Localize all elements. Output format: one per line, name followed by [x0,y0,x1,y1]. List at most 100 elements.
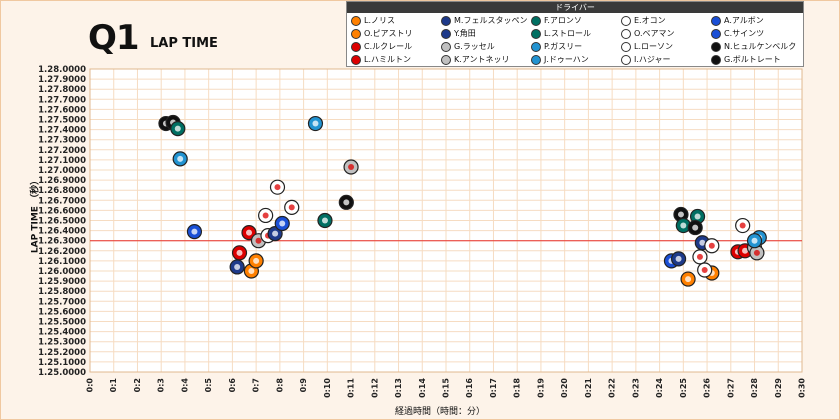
data-point [697,262,713,278]
y-tick-label: 1.27.4000 [38,126,86,136]
y-tick-label: 1.27.2000 [38,146,86,156]
legend-label: P.ガスリー [544,42,583,51]
y-tick-labels: 1.25.00001.25.10001.25.20001.25.30001.25… [38,65,86,378]
data-point [250,233,267,249]
legend-label: J.ドゥーハン [544,55,589,64]
point-inner [288,204,295,211]
point-inner [253,257,260,264]
point-inner [694,213,701,220]
y-tick-label: 1.25.9000 [38,277,86,287]
legend-item: I.ハジャー [621,53,711,66]
data-point [692,249,708,265]
legend-item: N.ヒュルケンベルク [711,40,801,53]
legend-label: L.ハミルトン [364,55,411,64]
point-inner [677,211,684,218]
legend-item: G.ラッセル [441,40,531,53]
y-tick-label: 1.27.9000 [38,75,86,85]
legend-label: Y.角田 [454,29,476,38]
y-tick-label: 1.26.2000 [38,247,86,257]
legend-label: C.ルクレール [364,42,413,51]
data-points [158,114,767,287]
point-inner [234,263,241,270]
legend-item: Y.角田 [441,27,531,40]
point-inner [680,222,687,229]
legend-item: O.ピアストリ [351,27,441,40]
sauber-icon [711,41,721,52]
data-point [231,245,248,261]
point-inner [753,249,760,256]
racingbulls-icon [621,41,631,52]
x-tick-label: 0:3 [157,378,166,392]
page-subtitle: LAP TIME [150,36,218,51]
point-inner [708,242,715,249]
point-inner [343,199,350,206]
data-point [704,238,720,254]
legend-label: N.ヒュルケンベルク [724,42,797,51]
haas-icon [621,15,631,26]
x-tick-label: 0:19 [536,378,545,398]
data-point [307,115,324,132]
plot-border [89,68,803,373]
y-tick-label: 1.26.7000 [38,196,86,206]
point-inner [701,266,708,273]
x-tick-label: 0:11 [347,378,356,398]
x-tick-label: 0:12 [370,378,379,398]
y-tick-label: 1.25.7000 [38,297,86,307]
legend-label: I.ハジャー [634,55,671,64]
data-point [274,215,290,232]
x-tick-label: 0:1 [109,378,118,393]
point-inner [191,228,198,235]
y-tick-label: 1.26.3000 [38,237,86,247]
legend-item: J.ドゥーハン [531,53,621,66]
x-tick-label: 0:18 [513,378,522,398]
point-inner [255,237,262,244]
y-tick-label: 1.27.3000 [38,136,86,146]
legend-label: F.アロンソ [544,16,582,25]
legend-label: L.ローソン [634,42,673,51]
legend-label: L.ストロール [544,29,591,38]
data-point [749,245,765,261]
y-tick-label: 1.27.1000 [38,156,86,166]
x-tick-label: 0:0 [86,378,95,393]
data-point [229,259,245,275]
y-tick-label: 1.25.5000 [38,318,86,328]
alpine-icon [531,54,541,65]
legend-item: K.アントネッリ [441,53,531,66]
legend-item: P.ガスリー [531,40,621,53]
y-tick-label: 1.26.4000 [38,227,86,237]
data-point [343,159,359,175]
x-tick-label: 0:10 [323,378,332,398]
legend-label: M.フェルスタッペン [454,16,528,25]
point-inner [685,276,692,283]
legend-label: L.ノリス [364,16,395,25]
mercedes-icon [441,54,451,65]
y-tick-label: 1.26.0000 [38,267,86,277]
y-tick-label: 1.25.4000 [38,328,86,338]
point-inner [246,229,253,236]
data-point [317,212,333,229]
data-point [269,179,286,195]
data-point [258,207,274,224]
point-inner [699,239,706,246]
legend-label: G.ラッセル [454,42,495,51]
gridlines [89,68,803,373]
data-point [172,151,188,167]
legend-item: A.アルボン [711,14,801,27]
point-inner [262,212,269,219]
x-tick-label: 0:7 [252,378,261,392]
point-inner [348,163,355,170]
y-tick-label: 1.27.5000 [38,116,86,126]
x-tick-label: 0:25 [679,378,688,398]
y-tick-label: 1.27.0000 [38,166,86,176]
legend-item: L.ノリス [351,14,441,27]
point-inner [174,125,181,132]
y-tick-label: 1.28.0000 [38,65,86,75]
x-tick-label: 0:23 [631,378,640,398]
legend: ドライバー L.ノリス M.フェルスタッペン F.アロンソ E.オコン A.アルボン O.… [346,1,804,67]
point-inner [274,184,281,191]
x-tick-label: 0:24 [655,378,664,398]
point-inner [279,220,286,227]
sauber-icon [711,54,721,65]
redbull-icon [441,15,451,26]
data-point [248,253,264,269]
